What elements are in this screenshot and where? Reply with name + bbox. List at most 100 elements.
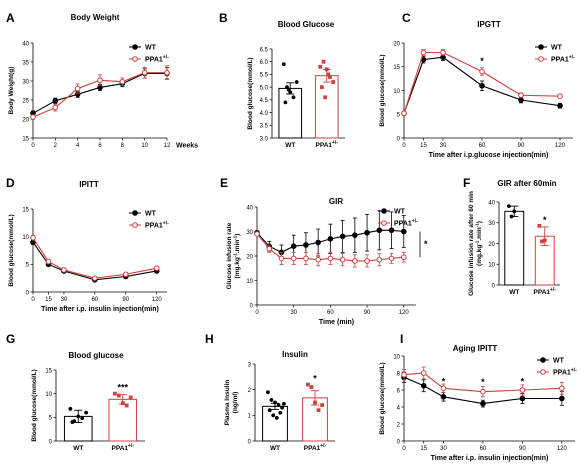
y-axis-label: Blood glucose(mmol/L) [379,362,386,434]
data-point [286,87,291,92]
data-point [278,410,283,415]
data-point [323,95,328,100]
y-axis-label: Blood glucose(mmol/L) [31,369,38,441]
data-point [376,227,383,234]
data-point [320,85,324,90]
data-point [124,403,129,408]
y-tick-label: 30 [22,79,29,85]
data-point [479,82,485,89]
category-label: PPA1+/- [112,443,135,452]
x-tick-label: 0 [31,143,35,149]
panel-title: GIR after 60min [497,179,556,188]
legend-entry: PPA1+/- [145,221,169,230]
data-point [278,255,285,262]
y-tick-label: 10 [488,263,495,269]
panel-g: 0 5 10 15 WT PPA1+/- *** Blood glucose(mmol/L) G… [6,332,145,452]
series-ppa1 [30,65,170,120]
data-point [327,236,334,242]
x-tick-label: 90 [519,446,526,452]
series-ppa1 [401,49,563,117]
x-tick-label: 60 [479,143,486,149]
data-point [271,413,276,418]
data-point [112,391,117,396]
data-point [306,382,310,387]
panel-title: IPGTT [477,20,501,29]
legend-swatch-marker [132,44,138,50]
x-tick-label: 90 [518,143,525,149]
y-tick-label: 30 [246,230,253,236]
data-point [269,398,274,402]
x-tick-label: 120 [399,310,410,316]
legend-swatch-marker [540,357,546,363]
y-tick-label: 8 [397,371,401,377]
legend-swatch-marker [132,222,138,228]
data-point [388,255,395,262]
data-point [52,104,59,111]
series-line [403,51,561,114]
y-tick-label: 15 [22,207,29,213]
y-tick-label: 15 [393,65,400,71]
data-point [281,401,286,406]
category-label: WT [285,142,295,149]
data-point [274,416,279,420]
x-tick-label: 0 [255,310,259,316]
y-tick-label: 0 [397,439,401,445]
data-point [68,406,73,411]
y-tick-label: 4.0 [260,111,269,117]
y-axis-label: Blood glucose(mmol/L) [8,214,15,286]
y-axis-label: Body Weight(g) [8,67,15,115]
panel-title: Body Weight [71,13,120,22]
legend-swatch-marker [381,220,387,226]
data-point [542,238,547,243]
data-point [321,59,326,64]
category-label: PPA1+/- [304,443,327,452]
y-tick-label: 3.5 [260,124,269,130]
significance-marker: * [424,239,428,249]
data-point [76,414,81,419]
panel-letter: D [6,176,15,190]
data-point [45,258,52,265]
series-ppa1 [401,366,565,398]
legend-entry: PPA1+/- [394,219,418,228]
data-point [327,255,334,262]
y-tick-label: 4.5 [260,98,269,104]
x-axis-label: Time after i.p. insulin injection(min) [41,306,159,313]
x-tick-label: 120 [152,297,163,303]
data-point [400,254,407,261]
legend-swatch-marker [132,56,138,62]
data-point [309,385,314,389]
data-point [388,227,395,234]
data-point [540,239,544,244]
legend-entry: PPA1+/- [553,368,577,377]
panel-letter: H [205,332,214,346]
y-tick-label: 4 [397,405,401,411]
y-tick-label: 0 [26,290,30,296]
data-point [303,242,309,248]
data-point [401,110,407,117]
data-point [400,228,407,235]
y-tick-label: 2 [248,388,252,394]
x-tick-label: 12 [164,143,171,149]
y-tick-label: 20 [488,242,495,248]
x-tick-label: 90 [122,297,129,303]
y-tick-label: 0 [248,439,252,445]
data-point [254,231,260,237]
data-point [141,69,148,76]
data-point [518,92,524,99]
bar [262,405,288,442]
legend-swatch-marker [540,369,546,375]
data-point [273,400,277,405]
legend-entry: WT [551,45,563,52]
panel-title: GIR [329,197,343,206]
data-point [557,102,563,109]
y-axis-unit-label: (ng/ml) [232,392,239,414]
significance-marker: * [313,374,317,384]
data-point [266,390,270,395]
y-tick-label: 5.5 [260,73,269,79]
legend-swatch-marker [538,44,544,50]
x-tick-label: 2 [54,143,58,149]
panel-a: 15 20 25 30 35 40 0 2 4 6 8 10 12 Weeks WT PPA1+/- Body … [6,11,198,150]
y-tick-label: 40 [22,41,29,47]
data-point [119,78,126,85]
